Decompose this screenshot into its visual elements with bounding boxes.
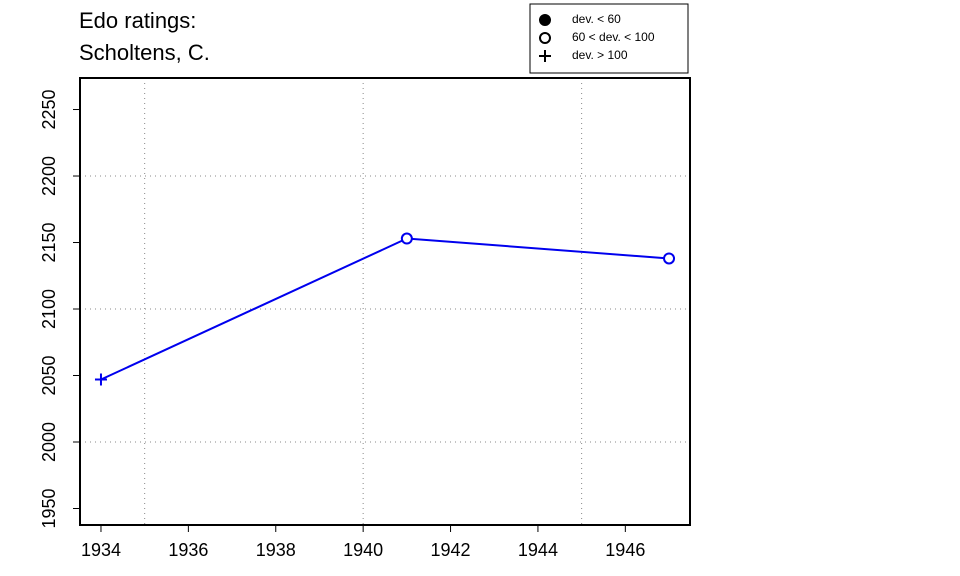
chart-subtitle: Scholtens, C. — [79, 40, 210, 65]
x-tick-label: 1942 — [431, 540, 471, 560]
x-tick-label: 1934 — [81, 540, 121, 560]
y-tick-label: 2000 — [39, 422, 59, 462]
y-tick-label: 2100 — [39, 289, 59, 329]
point — [400, 232, 413, 245]
y-tick-label: 1950 — [39, 488, 59, 528]
y-tick-label: 2150 — [39, 222, 59, 262]
chart-title: Edo ratings: — [79, 8, 196, 33]
legend-label: dev. < 60 — [572, 12, 621, 26]
point — [663, 252, 676, 265]
legend-box — [529, 3, 689, 74]
point — [94, 373, 107, 386]
y-tick-label: 2250 — [39, 89, 59, 129]
legend-label: dev. > 100 — [572, 48, 628, 62]
x-tick-label: 1936 — [168, 540, 208, 560]
x-tick-label: 1944 — [518, 540, 558, 560]
legend-marker — [539, 50, 551, 62]
legend-marker — [539, 14, 551, 26]
legend-label: 60 < dev. < 100 — [572, 30, 655, 44]
x-tick-label: 1938 — [256, 540, 296, 560]
legend-marker — [539, 32, 551, 44]
y-tick-label: 2050 — [39, 355, 59, 395]
x-tick-label: 1940 — [343, 540, 383, 560]
y-tick-label: 2200 — [39, 156, 59, 196]
x-tick-label: 1946 — [605, 540, 645, 560]
plot-frame — [79, 77, 691, 526]
